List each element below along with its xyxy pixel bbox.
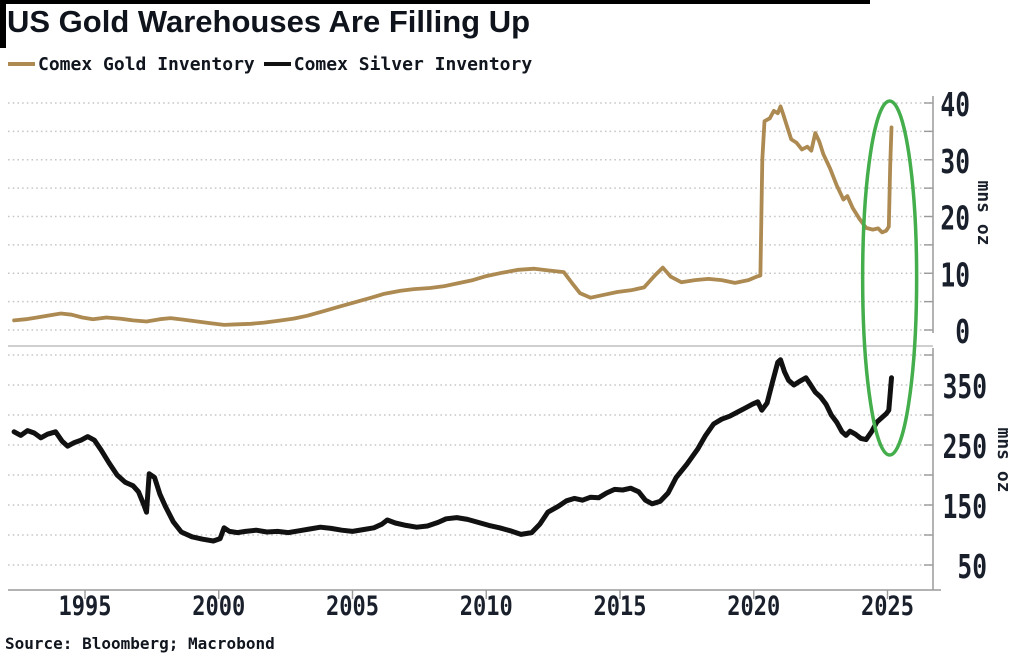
- x-tick-label: 2015: [594, 591, 647, 622]
- y-tick-label: 50: [957, 547, 987, 586]
- y-tick-label: 0: [955, 312, 970, 351]
- gold-legend-dash-icon: [8, 62, 35, 66]
- gold-legend-label: Comex Gold Inventory: [38, 53, 255, 75]
- chart-title: US Gold Warehouses Are Filling Up: [7, 4, 531, 39]
- y-axis-unit-label: mns oz: [993, 427, 1014, 492]
- y-tick-label: 30: [940, 142, 970, 181]
- comex-gold-line: [12, 104, 894, 327]
- source-attribution: Source: Bloomberg; Macrobond: [5, 634, 275, 653]
- y-tick-label: 20: [940, 199, 970, 238]
- highlight-ellipse: [860, 99, 919, 457]
- silver-legend-dash-icon: [263, 62, 291, 66]
- chart-legend: Comex Gold Inventory Comex Silver Invent…: [8, 53, 541, 75]
- y-tick-label: 40: [940, 85, 970, 124]
- y-axis-unit-label: mns oz: [973, 180, 994, 245]
- y-tick-label: 150: [943, 487, 987, 526]
- x-tick-label: 2000: [192, 591, 245, 622]
- x-tick-label: 1995: [59, 591, 112, 622]
- left-border: [0, 0, 6, 48]
- x-tick-label: 2025: [861, 591, 914, 622]
- x-tick-label: 2010: [460, 591, 513, 622]
- y-tick-label: 10: [940, 255, 970, 294]
- y-tick-label: 250: [943, 427, 987, 466]
- y-tick-label: 350: [943, 367, 987, 406]
- x-tick-label: 2005: [326, 591, 379, 622]
- x-tick-label: 2020: [727, 591, 780, 622]
- top-border: [0, 0, 870, 4]
- comex-silver-line: [11, 357, 894, 544]
- silver-legend-label: Comex Silver Inventory: [293, 53, 533, 75]
